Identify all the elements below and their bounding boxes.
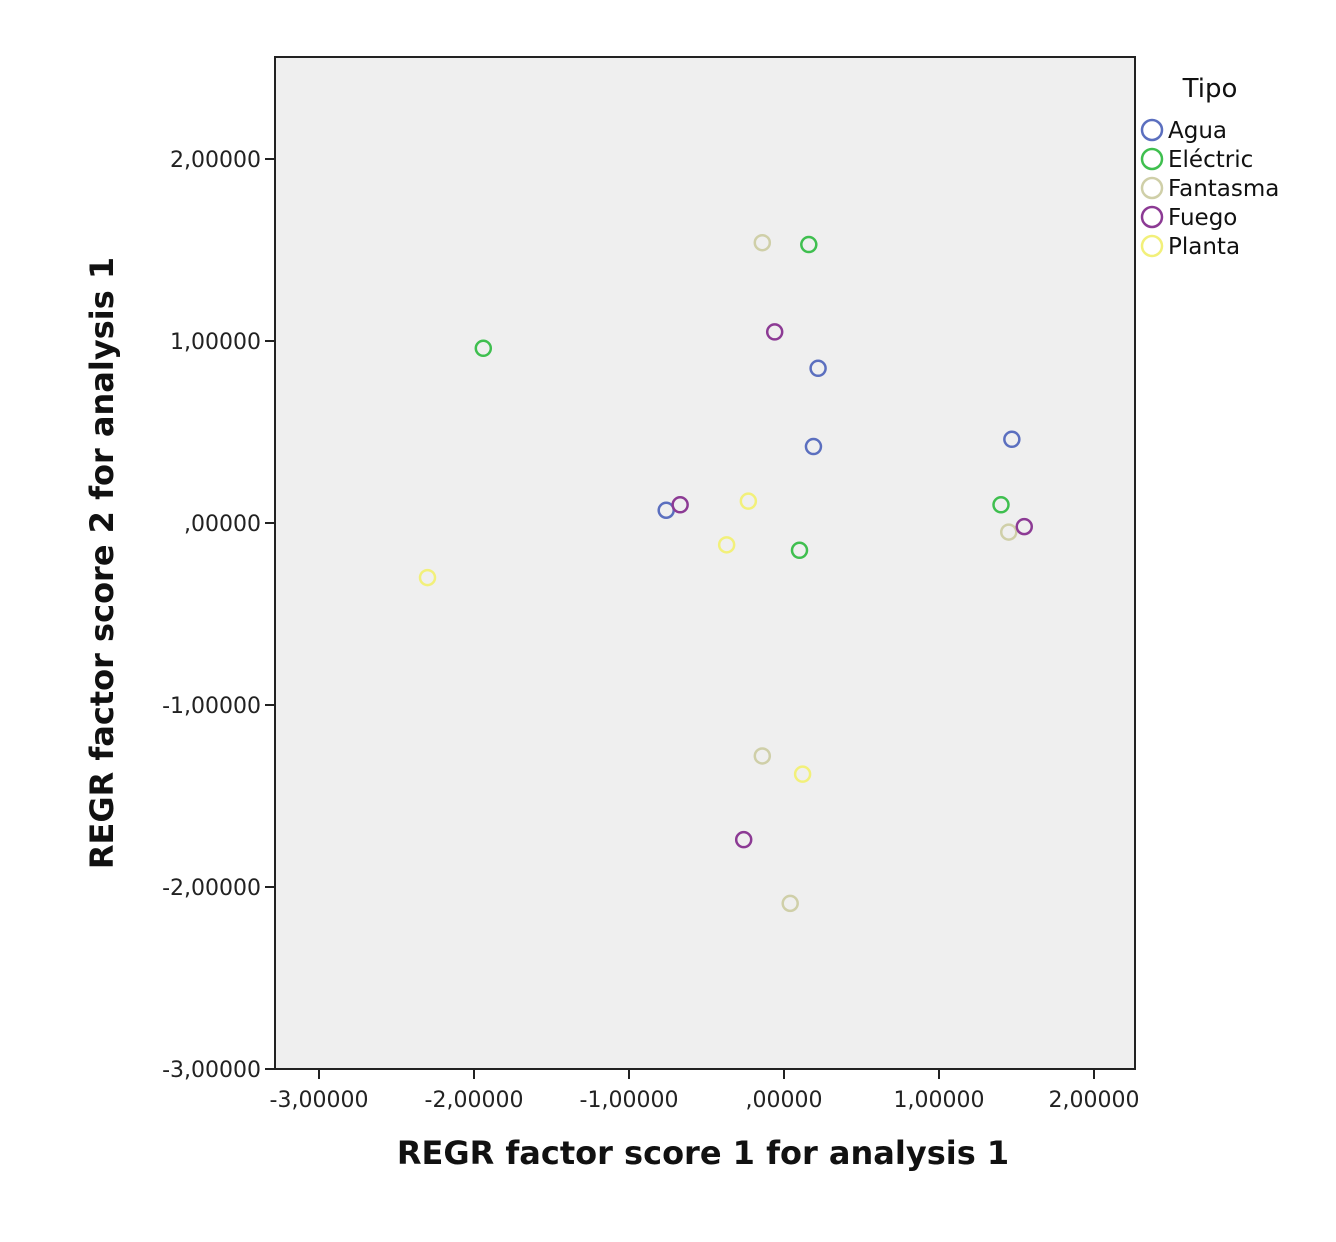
y-tick-label: 1,00000 — [170, 330, 261, 355]
legend-marker-fantasma — [1140, 176, 1164, 200]
legend-label-fuego: Fuego — [1168, 205, 1237, 231]
data-point-agua — [804, 437, 823, 456]
y-axis: 2,00000 1,00000 ,00000 -1,00000 -2,00000 -3,0… — [162, 148, 275, 1083]
y-tick-label: -3,00000 — [162, 1058, 261, 1083]
legend-marker-agua — [1140, 118, 1164, 142]
data-points — [418, 233, 1033, 913]
x-tick-label: -1,00000 — [580, 1088, 679, 1113]
data-point-planta — [717, 536, 736, 554]
x-axis-title: REGR factor score 1 for analysis 1 — [397, 1134, 1009, 1172]
legend: Tipo Agua Eléctric Fantasma Fuego Planta — [1140, 74, 1279, 260]
legend-label-fantasma: Fantasma — [1168, 176, 1279, 202]
legend-label-agua: Agua — [1168, 118, 1227, 144]
x-tick-label: -3,00000 — [270, 1088, 369, 1113]
data-point-planta — [739, 492, 758, 510]
data-point-fantasma — [781, 894, 799, 913]
y-axis-title: REGR factor score 2 for analysis 1 — [83, 257, 121, 869]
data-point-fantasma — [753, 233, 772, 252]
legend-items: Agua Eléctric Fantasma Fuego Planta — [1140, 118, 1279, 260]
x-tick-label: 1,00000 — [894, 1088, 985, 1113]
legend-label-planta: Planta — [1168, 234, 1240, 260]
plot-area — [274, 56, 1136, 1070]
data-point-agua — [809, 359, 827, 378]
legend-label-eléctric: Eléctric — [1168, 147, 1253, 173]
data-point-eléctric — [790, 541, 809, 560]
y-tick-label: 2,00000 — [170, 148, 261, 173]
data-point-fuego — [734, 830, 753, 849]
x-axis: -3,00000 -2,00000 -1,00000 ,00000 1,00000 2,0… — [270, 1069, 1140, 1113]
data-point-fantasma — [753, 747, 772, 765]
y-tick-label: -2,00000 — [162, 876, 261, 901]
data-point-fuego — [1015, 517, 1033, 536]
data-point-planta — [418, 568, 437, 587]
data-point-eléctric — [992, 496, 1010, 514]
data-point-eléctric — [474, 339, 493, 358]
x-tick-label: -2,00000 — [425, 1088, 524, 1113]
legend-title: Tipo — [1182, 74, 1238, 104]
legend-marker-fuego — [1140, 205, 1164, 229]
legend-marker-eléctric — [1140, 147, 1164, 171]
data-point-fuego — [671, 496, 689, 514]
y-tick-label: -1,00000 — [162, 694, 261, 719]
data-point-agua — [1003, 430, 1021, 449]
data-point-fuego — [765, 323, 784, 341]
data-point-fantasma — [1000, 523, 1018, 541]
x-tick-label: ,00000 — [746, 1088, 823, 1113]
x-tick-label: 2,00000 — [1049, 1088, 1140, 1113]
y-tick-label: ,00000 — [184, 512, 261, 537]
data-point-planta — [793, 765, 812, 783]
data-point-eléctric — [800, 235, 818, 254]
legend-marker-planta — [1140, 234, 1164, 258]
